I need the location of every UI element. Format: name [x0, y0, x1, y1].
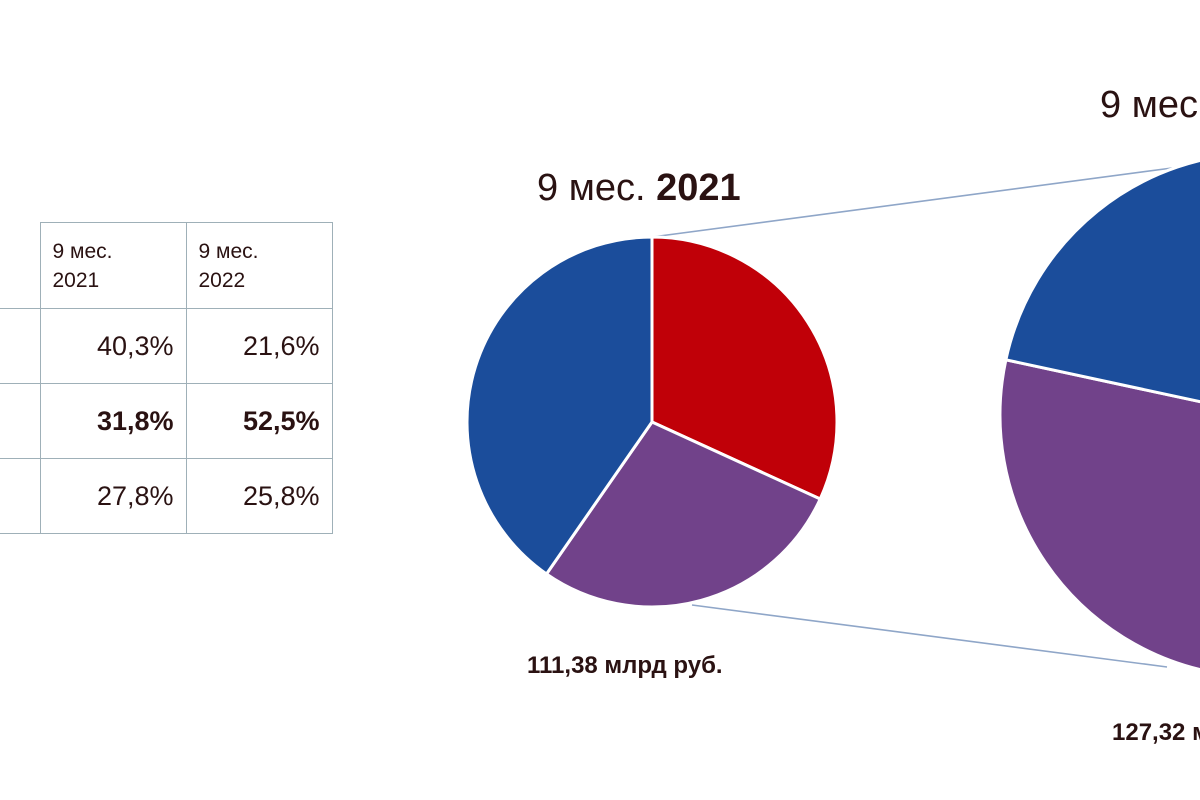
- row-label: [0, 458, 41, 534]
- total-label-2021: 111,38 млрд руб.: [527, 652, 723, 679]
- header-text-2021: 9 мес. 2021: [52, 239, 113, 292]
- row-value-2022: 25,8%: [185, 458, 333, 534]
- total-label-2022: 127,32 млрд руб.: [1112, 719, 1200, 746]
- row-value-2021: 27,8%: [39, 458, 187, 534]
- title-prefix-2021: 9 мес.: [537, 167, 646, 209]
- table-row: 40,3% 21,6%: [0, 308, 333, 384]
- pie-slice-2021-1: [650, 235, 839, 501]
- connector-line-bottom: [691, 604, 1168, 668]
- title-prefix-2022: 9 мес.: [1100, 84, 1200, 126]
- header-text-2022: 9 мес. 2022: [198, 239, 259, 292]
- pie-slice-2021-2: [544, 420, 822, 609]
- table-header-label: [0, 222, 41, 309]
- pie-slice-2022-3: [1004, 158, 1200, 404]
- table-header-2021: 9 мес. 2021: [39, 222, 187, 309]
- title-year-2021: 2021: [656, 167, 741, 209]
- pie-chart-2021: [465, 235, 839, 609]
- connector-line-top: [651, 167, 1173, 238]
- pie-chart-2022: [998, 158, 1200, 672]
- row-value-2021: 31,8%: [39, 383, 187, 459]
- pie-slice-2021-3: [465, 235, 654, 576]
- row-value-2022: 21,6%: [185, 308, 333, 384]
- chart-title-2022: 9 мес. 2022: [1100, 84, 1200, 126]
- chart-title-2021: 9 мес. 2021: [537, 167, 741, 209]
- share-table: 9 мес. 2021 9 мес. 2022 40,3% 21,6% 31,8…: [0, 222, 333, 534]
- table-row: 27,8% 25,8%: [0, 458, 333, 534]
- pie-slice-2022-2: [998, 358, 1200, 672]
